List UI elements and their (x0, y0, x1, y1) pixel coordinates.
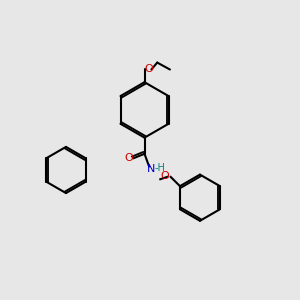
Text: N: N (147, 164, 156, 174)
Text: O: O (124, 153, 133, 164)
Text: -H: -H (154, 163, 165, 173)
Text: O: O (144, 64, 153, 74)
Text: O: O (160, 171, 169, 181)
